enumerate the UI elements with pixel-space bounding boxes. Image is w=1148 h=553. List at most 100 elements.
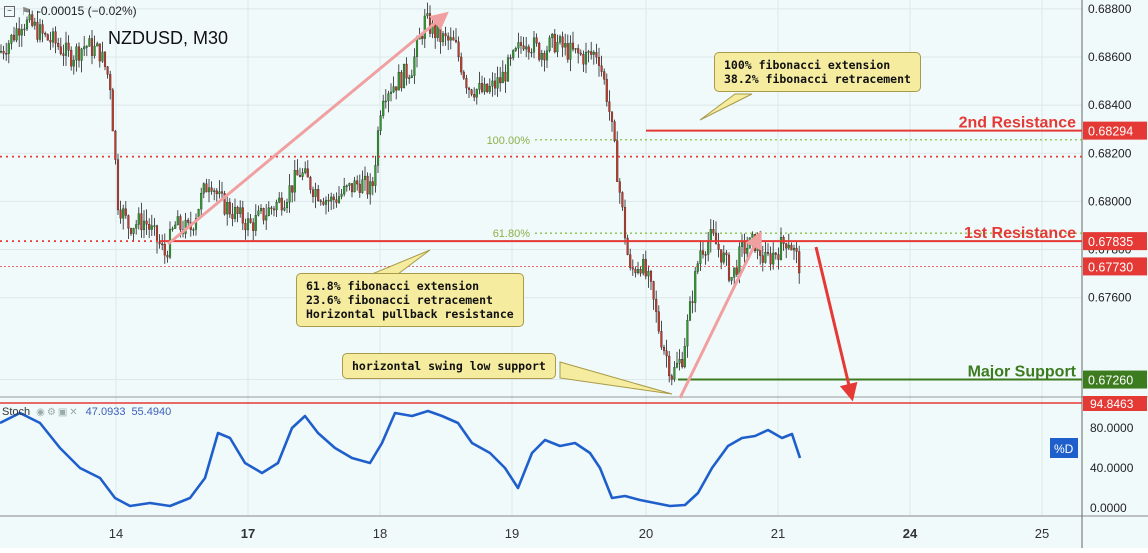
callout-pointer: [699, 93, 753, 121]
candle-body: [335, 199, 338, 203]
candle-body: [597, 57, 601, 66]
candle-body: [538, 43, 541, 60]
indicator-settings-icons[interactable]: ◉⚙▣✕: [36, 406, 80, 418]
flag-icon[interactable]: ⚑: [21, 5, 31, 18]
candle-body: [114, 130, 117, 160]
candle-body: [12, 34, 16, 41]
candle-body: [116, 159, 120, 211]
candle-body: [140, 213, 143, 231]
candle-body: [252, 222, 255, 231]
candle-body: [449, 37, 452, 41]
candle-body: [415, 39, 419, 57]
stoch-k-value: 47.0933: [85, 406, 126, 418]
candle-body: [0, 51, 3, 53]
time-tick-label: 18: [373, 526, 387, 541]
candle-body: [514, 48, 517, 51]
candle-body: [353, 180, 356, 193]
candle-body: [244, 223, 247, 231]
candle-body: [774, 252, 777, 255]
candle-body: [210, 187, 213, 192]
candle-body: [584, 51, 588, 65]
candle-body: [592, 52, 595, 55]
candle-body: [363, 175, 367, 180]
candle-body: [691, 301, 694, 303]
candle-body: [621, 192, 624, 208]
candle-body: [556, 42, 559, 53]
candle-body: [291, 185, 294, 193]
stochastic-panel: [0, 402, 1082, 508]
candle-body: [77, 46, 81, 61]
candle-body: [720, 249, 723, 263]
candle-body: [340, 193, 343, 197]
candle-body: [93, 45, 96, 56]
candle-body: [327, 199, 330, 202]
candle-body: [311, 189, 315, 197]
candle-body: [319, 200, 322, 202]
candle-body: [660, 331, 663, 348]
candle-body: [59, 46, 62, 54]
candle-body: [473, 94, 476, 98]
candle-body: [634, 269, 637, 274]
candle-body: [519, 42, 523, 46]
candle-body: [278, 197, 281, 203]
candle-body: [231, 213, 234, 219]
candle-body: [259, 208, 263, 212]
candle-body: [51, 31, 55, 43]
candle-body: [85, 46, 88, 48]
candle-body: [215, 190, 218, 195]
candle-body: [454, 39, 458, 42]
candle-body: [127, 215, 130, 229]
price-tick-label: 0.68800: [1088, 2, 1132, 16]
arrows: [167, 11, 858, 402]
candle-body: [285, 202, 289, 209]
candle-body: [358, 183, 361, 193]
candle-body: [80, 48, 83, 61]
candle-body: [38, 24, 42, 40]
candle-body: [83, 46, 86, 50]
candle-body: [428, 13, 432, 34]
candle-body: [530, 51, 533, 54]
candle-body: [275, 202, 278, 211]
candle-body: [356, 180, 359, 185]
candle-body: [493, 80, 497, 89]
candle-body: [759, 241, 762, 256]
candle-body: [142, 220, 146, 231]
candle-body: [792, 247, 796, 251]
candle-body: [280, 197, 283, 211]
candle-body: [322, 201, 325, 205]
candle-body: [64, 42, 68, 56]
candle-body: [657, 311, 660, 332]
candle-body: [696, 263, 699, 272]
candle-body: [402, 63, 406, 89]
candle-body: [155, 225, 159, 243]
candle-body: [787, 244, 790, 249]
price-tick-label: 0.68000: [1088, 194, 1132, 208]
candle-body: [569, 42, 572, 60]
candle-body: [163, 243, 166, 256]
candle-body: [246, 218, 250, 231]
candle-body: [57, 43, 60, 47]
candle-body: [551, 33, 554, 39]
candle-body: [709, 229, 712, 242]
candle-body: [101, 51, 104, 62]
candle-body: [733, 267, 736, 278]
candle-body: [421, 36, 424, 39]
candle-body: [470, 89, 473, 95]
candle-body: [675, 363, 679, 368]
candle-body: [712, 229, 715, 234]
candle-body: [296, 169, 299, 176]
label-major-support: Major Support: [968, 364, 1077, 381]
price-tick-label: 0.68200: [1088, 146, 1132, 160]
collapse-icon[interactable]: −: [4, 5, 15, 17]
candle-body: [350, 183, 354, 193]
candle-body: [249, 218, 252, 223]
candle-body: [239, 207, 242, 214]
candle-body: [603, 71, 606, 80]
levels: 2nd Resistance 1st Resistance Major Suppor…: [0, 115, 1082, 381]
header-bar: − ⚑ -0.00015 (−0.02%): [4, 4, 137, 18]
candle-body: [683, 346, 686, 368]
candle-body: [397, 72, 400, 91]
